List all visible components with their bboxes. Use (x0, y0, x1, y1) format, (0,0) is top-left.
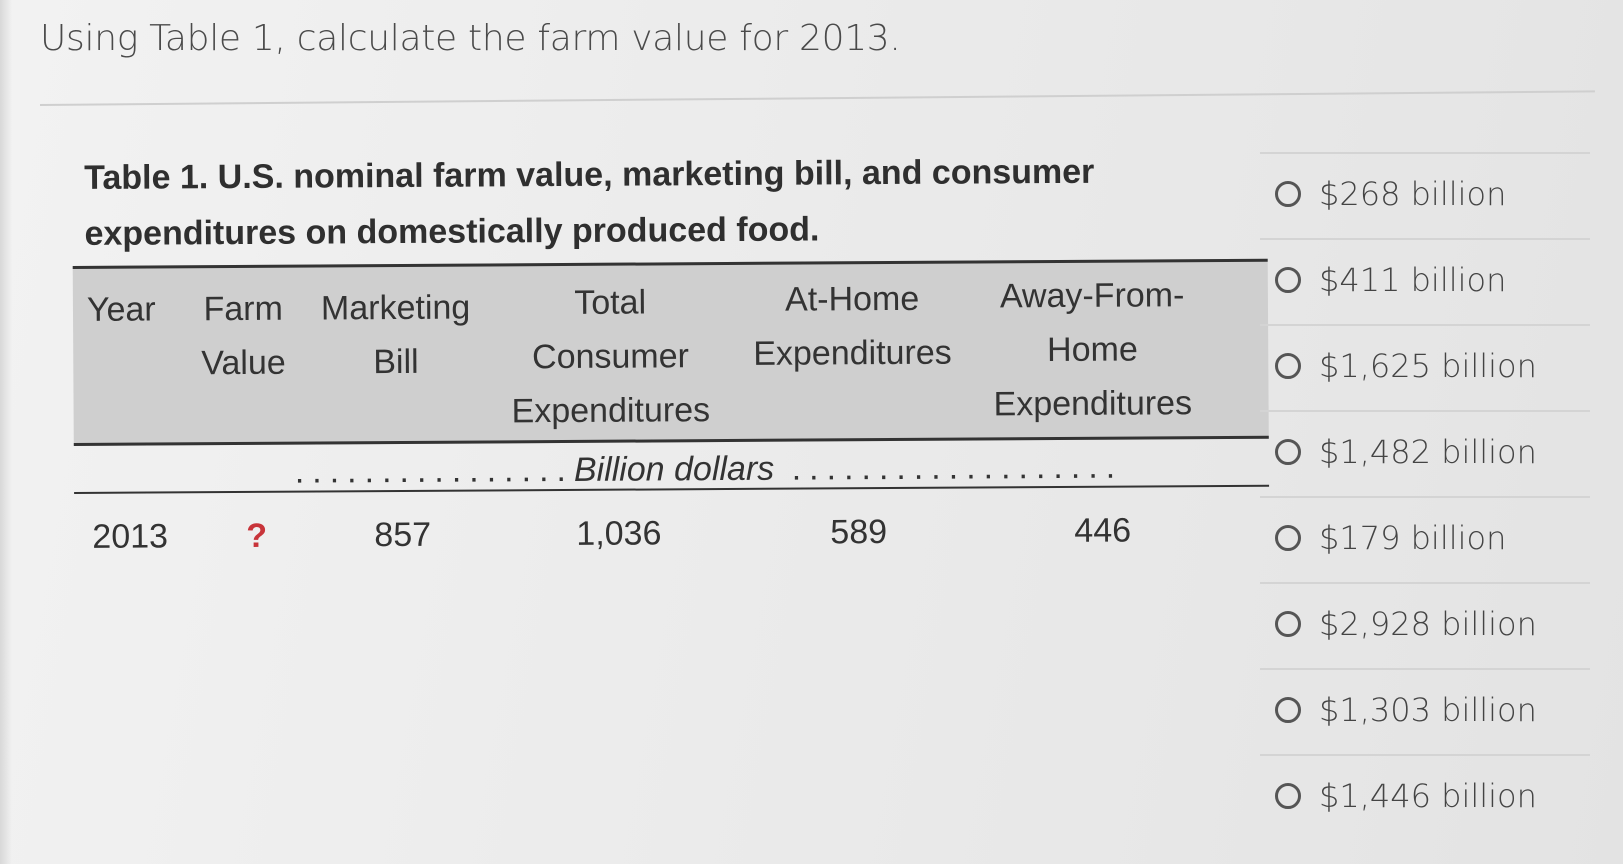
option-411[interactable]: $411 billion (1275, 261, 1506, 299)
option-divider (1260, 152, 1590, 154)
table-header: Year Farm Value Marketing Bill Total Con… (72, 258, 1269, 446)
header-at-home-expenditures: At-Home Expenditures (753, 279, 952, 373)
radio-button-icon[interactable] (1275, 181, 1301, 207)
header-total-consumer-expenditures: Total Consumer Expenditures (511, 283, 711, 431)
radio-button-icon[interactable] (1275, 439, 1301, 465)
option-label: $1,303 billion (1319, 691, 1537, 729)
table-title: Table 1. U.S. nominal farm value, market… (72, 143, 1268, 262)
option-1446[interactable]: $1,446 billion (1275, 777, 1537, 815)
radio-button-icon[interactable] (1275, 697, 1301, 723)
page-edge-shadow (0, 0, 12, 864)
option-label: $1,625 billion (1319, 347, 1537, 385)
data-table: Table 1. U.S. nominal farm value, market… (72, 143, 1270, 574)
option-1625[interactable]: $1,625 billion (1275, 347, 1537, 385)
table-title-line-2: expenditures on domestically produced fo… (84, 210, 820, 253)
header-away-from-home-expenditures: Away-From- Home Expenditures (993, 276, 1193, 424)
header-farm-value: Farm Value (201, 289, 286, 383)
table-row: 2013 ? 857 1,036 589 446 (74, 487, 1269, 574)
option-divider (1260, 496, 1590, 498)
option-divider (1260, 324, 1590, 326)
unit-label: ................Billion dollars ........… (294, 447, 1124, 491)
option-label: $2,928 billion (1319, 605, 1537, 643)
cell-year: 2013 (92, 517, 169, 556)
option-label: $179 billion (1319, 519, 1507, 557)
radio-button-icon[interactable] (1275, 267, 1301, 293)
option-268[interactable]: $268 billion (1275, 175, 1506, 213)
question-text: Using Table 1, calculate the farm value … (40, 18, 901, 59)
option-1303[interactable]: $1,303 billion (1275, 691, 1537, 729)
cell-at-home: 589 (830, 513, 888, 552)
cell-marketing-bill: 857 (374, 515, 432, 555)
cell-away-from-home: 446 (1074, 511, 1132, 550)
question-divider (39, 90, 1595, 106)
option-2928[interactable]: $2,928 billion (1275, 605, 1537, 643)
option-divider (1260, 238, 1590, 240)
option-divider (1260, 668, 1590, 670)
option-1482[interactable]: $1,482 billion (1275, 433, 1537, 471)
option-divider (1260, 410, 1590, 412)
option-label: $411 billion (1319, 261, 1507, 299)
table-title-line-1: Table 1. U.S. nominal farm value, market… (84, 152, 1095, 197)
option-label: $1,446 billion (1319, 777, 1537, 815)
radio-button-icon[interactable] (1275, 353, 1301, 379)
option-divider (1260, 582, 1590, 584)
unit-row: ................Billion dollars ........… (73, 438, 1270, 494)
option-label: $268 billion (1319, 175, 1507, 213)
cell-farm-value: ? (246, 516, 268, 555)
header-year: Year (86, 290, 156, 329)
option-divider (1260, 754, 1590, 756)
radio-button-icon[interactable] (1275, 783, 1301, 809)
header-marketing-bill: Marketing Bill (320, 288, 471, 382)
cell-total-consumer: 1,036 (576, 514, 662, 553)
radio-button-icon[interactable] (1275, 525, 1301, 551)
option-179[interactable]: $179 billion (1275, 519, 1506, 557)
option-label: $1,482 billion (1319, 433, 1537, 471)
radio-button-icon[interactable] (1275, 611, 1301, 637)
